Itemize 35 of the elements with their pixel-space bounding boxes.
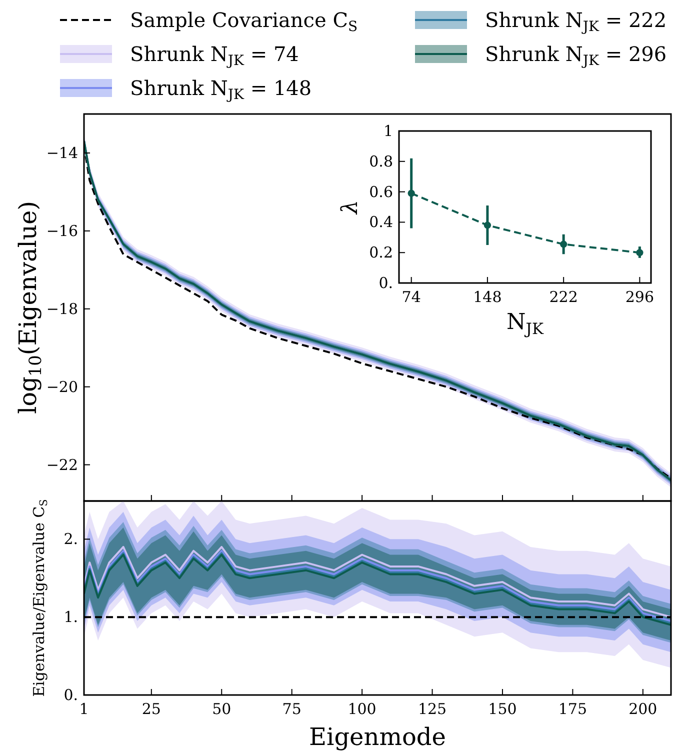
- x-tick-label: 50: [212, 700, 232, 718]
- x-tick-label: 200: [628, 700, 658, 718]
- x-tick-label: 150: [488, 700, 517, 718]
- y-tick-label: −14: [46, 144, 78, 162]
- y-tick-label: 0.: [378, 274, 393, 292]
- x-tick-label: 74: [402, 288, 421, 306]
- y-tick-label: 0.8: [369, 152, 393, 170]
- x-tick-label: 100: [348, 700, 376, 718]
- y-tick-label: 0.: [64, 686, 78, 704]
- y-tick-label: 1.: [64, 608, 78, 626]
- x-axis-title: Eigenmode: [309, 723, 446, 751]
- y-axis-title: λ: [338, 200, 363, 215]
- y-tick-label: 2.: [64, 530, 78, 548]
- legend-label: Shrunk N$_{JK}$ = 222: [485, 8, 667, 36]
- x-tick-label: 25: [142, 700, 161, 718]
- x-tick-label: 1: [79, 700, 89, 718]
- x-tick-label: 125: [418, 700, 447, 718]
- y-tick-label: −22: [46, 456, 78, 474]
- x-tick-label: 175: [558, 700, 588, 718]
- legend-label: Sample Covariance C$_{S}$: [130, 8, 358, 36]
- x-tick-label: 222: [549, 288, 578, 306]
- y-tick-label: −16: [46, 222, 78, 240]
- y-tick-label: 0.6: [369, 182, 393, 201]
- y-tick-label: −18: [46, 300, 78, 318]
- legend-label: Shrunk N$_{JK}$ = 296: [485, 42, 667, 70]
- legend-label: Shrunk N$_{JK}$ = 148: [130, 76, 312, 104]
- x-axis-title: N$_{JK}$: [506, 310, 544, 338]
- y-tick-label: −20: [46, 378, 78, 396]
- y-tick-label: 0.2: [369, 244, 393, 262]
- x-tick-label: 296: [625, 288, 654, 306]
- legend-label: Shrunk N$_{JK}$ = 74: [130, 42, 299, 70]
- x-tick-label: 75: [282, 700, 302, 718]
- x-tick-label: 148: [473, 288, 502, 306]
- y-tick-label: 0.4: [369, 213, 393, 232]
- y-tick-label: 1: [383, 122, 393, 140]
